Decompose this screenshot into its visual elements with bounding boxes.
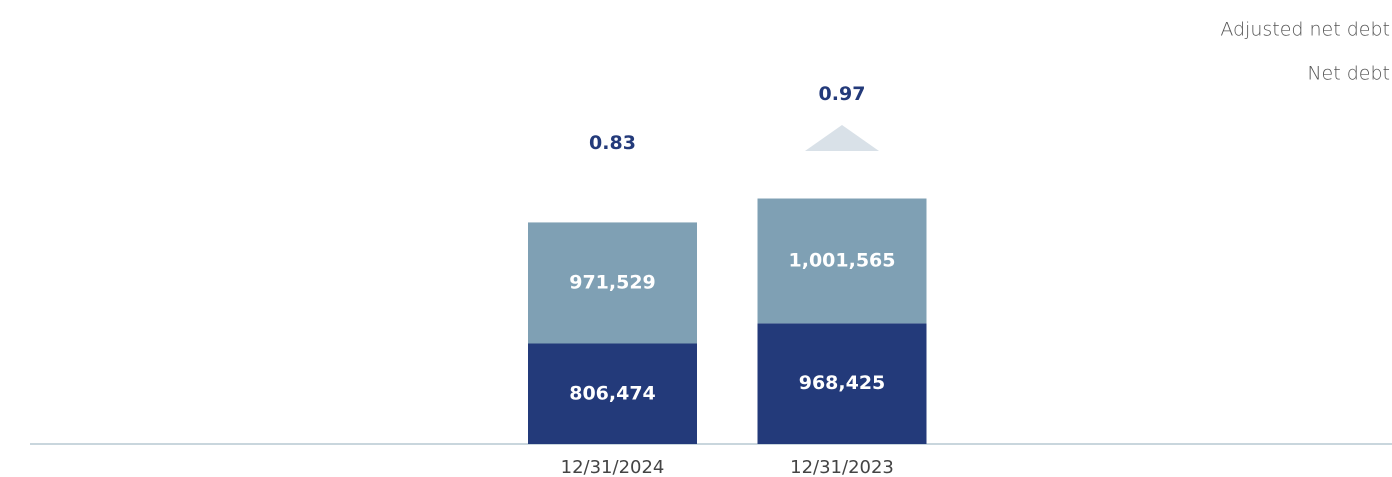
ratio-label: 0.83 <box>589 132 636 154</box>
indicator-arrow <box>805 125 879 151</box>
legend-label: Net debt <box>1307 63 1390 85</box>
ratio-label: 0.97 <box>819 83 866 105</box>
legend-label: Adjusted net debt <box>1220 19 1390 41</box>
value-label: 971,529 <box>569 271 656 293</box>
value-label: 968,425 <box>799 372 886 394</box>
bar-segment <box>528 222 697 344</box>
bar-segment <box>757 198 927 324</box>
x-tick-label: 12/31/2023 <box>790 457 894 477</box>
value-label: 1,001,565 <box>789 249 896 271</box>
bar-segment <box>757 323 927 444</box>
bar-segment <box>528 343 697 444</box>
x-tick-label: 12/31/2024 <box>561 457 665 477</box>
value-label: 806,474 <box>569 382 656 404</box>
